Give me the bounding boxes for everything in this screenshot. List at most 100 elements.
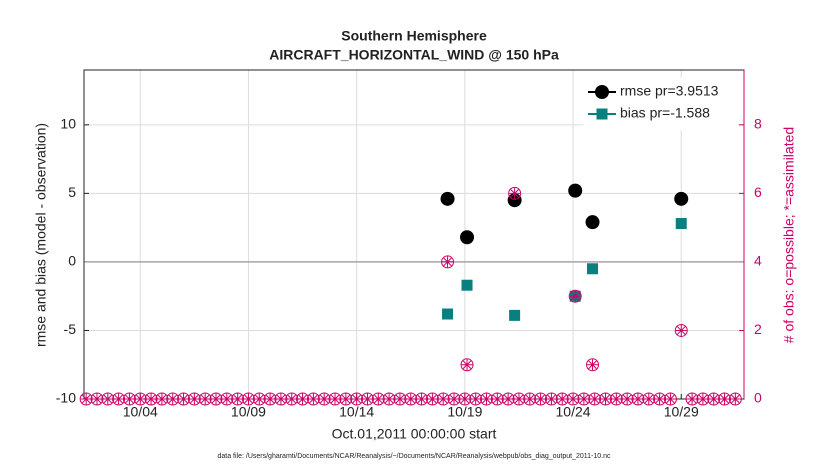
legend-marker <box>595 85 609 99</box>
obs-assimilated <box>253 393 265 405</box>
y-tick-label: -5 <box>64 321 77 337</box>
obs-assimilated <box>123 393 135 405</box>
obs-assimilated <box>600 393 612 405</box>
obs-assimilated <box>509 187 521 199</box>
obs-assimilated <box>178 393 190 405</box>
obs-possible <box>674 323 688 337</box>
obs-assimilated <box>719 393 731 405</box>
x-axis-label: Oct.01,2011 00:00:00 start <box>332 426 497 442</box>
footnote: data file: /Users/gharamti/Documents/NCA… <box>217 453 611 460</box>
obs-assimilated <box>188 393 200 405</box>
obs-assimilated <box>232 393 244 405</box>
obs-assimilated <box>383 393 395 405</box>
obs-possible <box>441 255 455 269</box>
y-tick-label: -10 <box>56 390 76 406</box>
obs-assimilated <box>102 393 114 405</box>
obs-assimilated <box>567 393 579 405</box>
obs-assimilated <box>729 393 741 405</box>
chart-title: Southern Hemisphere <box>341 28 487 44</box>
x-tick-label: 10/14 <box>339 404 374 420</box>
obs-assimilated <box>221 393 233 405</box>
obs-assimilated <box>394 393 406 405</box>
x-tick-label: 10/19 <box>447 404 482 420</box>
obs-assimilated <box>675 324 687 336</box>
bias-point <box>509 309 521 321</box>
obs-assimilated <box>448 393 460 405</box>
obs-assimilated <box>578 393 590 405</box>
legend-marker <box>596 108 608 120</box>
obs-assimilated <box>442 256 454 268</box>
obs-assimilated <box>459 393 471 405</box>
obs-assimilated <box>502 393 514 405</box>
y-tick-label: 0 <box>68 253 76 269</box>
obs-possible <box>460 358 474 372</box>
y2-tick-label: 2 <box>754 321 762 337</box>
obs-possible <box>508 186 522 200</box>
x-tick-label: 10/04 <box>123 404 158 420</box>
legend-box <box>583 77 739 131</box>
obs-assimilated <box>275 393 287 405</box>
legend-label: rmse pr=3.9513 <box>620 83 719 99</box>
obs-assimilated <box>91 393 103 405</box>
obs-assimilated <box>643 393 655 405</box>
obs-assimilated <box>513 393 525 405</box>
rmse-point <box>460 230 475 245</box>
obs-assimilated <box>664 393 676 405</box>
obs-assimilated <box>351 393 363 405</box>
obs-assimilated <box>318 393 330 405</box>
y-tick-label: 5 <box>68 184 76 200</box>
y2-tick-label: 0 <box>754 390 762 406</box>
y-tick-label: 10 <box>60 116 76 132</box>
y2-tick-label: 6 <box>754 184 762 200</box>
obs-assimilated <box>697 393 709 405</box>
obs-assimilated <box>480 393 492 405</box>
obs-possible <box>568 289 582 303</box>
obs-assimilated <box>199 393 211 405</box>
obs-assimilated <box>708 393 720 405</box>
obs-assimilated <box>632 393 644 405</box>
obs-assimilated <box>610 393 622 405</box>
bias-point <box>675 218 687 230</box>
bias-point <box>442 308 454 320</box>
obs-assimilated <box>587 359 599 371</box>
y2-tick-label: 4 <box>754 253 762 269</box>
rmse-point <box>440 191 455 206</box>
obs-assimilated <box>242 393 254 405</box>
obs-assimilated <box>80 393 92 405</box>
rmse-point <box>568 183 583 198</box>
obs-assimilated <box>654 393 666 405</box>
obs-assimilated <box>524 393 536 405</box>
obs-assimilated <box>437 393 449 405</box>
obs-assimilated <box>545 393 557 405</box>
obs-assimilated <box>210 393 222 405</box>
obs-assimilated <box>535 393 547 405</box>
obs-assimilated <box>470 393 482 405</box>
y2-tick-label: 8 <box>754 116 762 132</box>
obs-possible <box>586 358 600 372</box>
x-tick-label: 10/29 <box>664 404 699 420</box>
y2-axis-label: # of obs: o=possible; *=assimilated <box>781 127 797 343</box>
obs-assimilated <box>340 393 352 405</box>
obs-assimilated <box>569 290 581 302</box>
obs-assimilated <box>329 393 341 405</box>
rmse-point <box>585 215 600 230</box>
obs-assimilated <box>491 393 503 405</box>
obs-assimilated <box>167 393 179 405</box>
x-tick-label: 10/09 <box>231 404 266 420</box>
obs-assimilated <box>286 393 298 405</box>
obs-assimilated <box>372 393 384 405</box>
obs-assimilated <box>113 393 125 405</box>
obs-assimilated <box>426 393 438 405</box>
obs-assimilated <box>156 393 168 405</box>
x-tick-label: 10/24 <box>556 404 591 420</box>
obs-assimilated <box>264 393 276 405</box>
obs-assimilated <box>461 359 473 371</box>
y-axis-label: rmse and bias (model - observation) <box>33 123 49 347</box>
bias-point <box>587 263 599 275</box>
obs-assimilated <box>297 393 309 405</box>
rmse-point <box>674 191 689 206</box>
obs-assimilated <box>416 393 428 405</box>
chart-title: AIRCRAFT_HORIZONTAL_WIND @ 150 hPa <box>269 47 559 63</box>
obs-assimilated <box>145 393 157 405</box>
obs-assimilated <box>405 393 417 405</box>
